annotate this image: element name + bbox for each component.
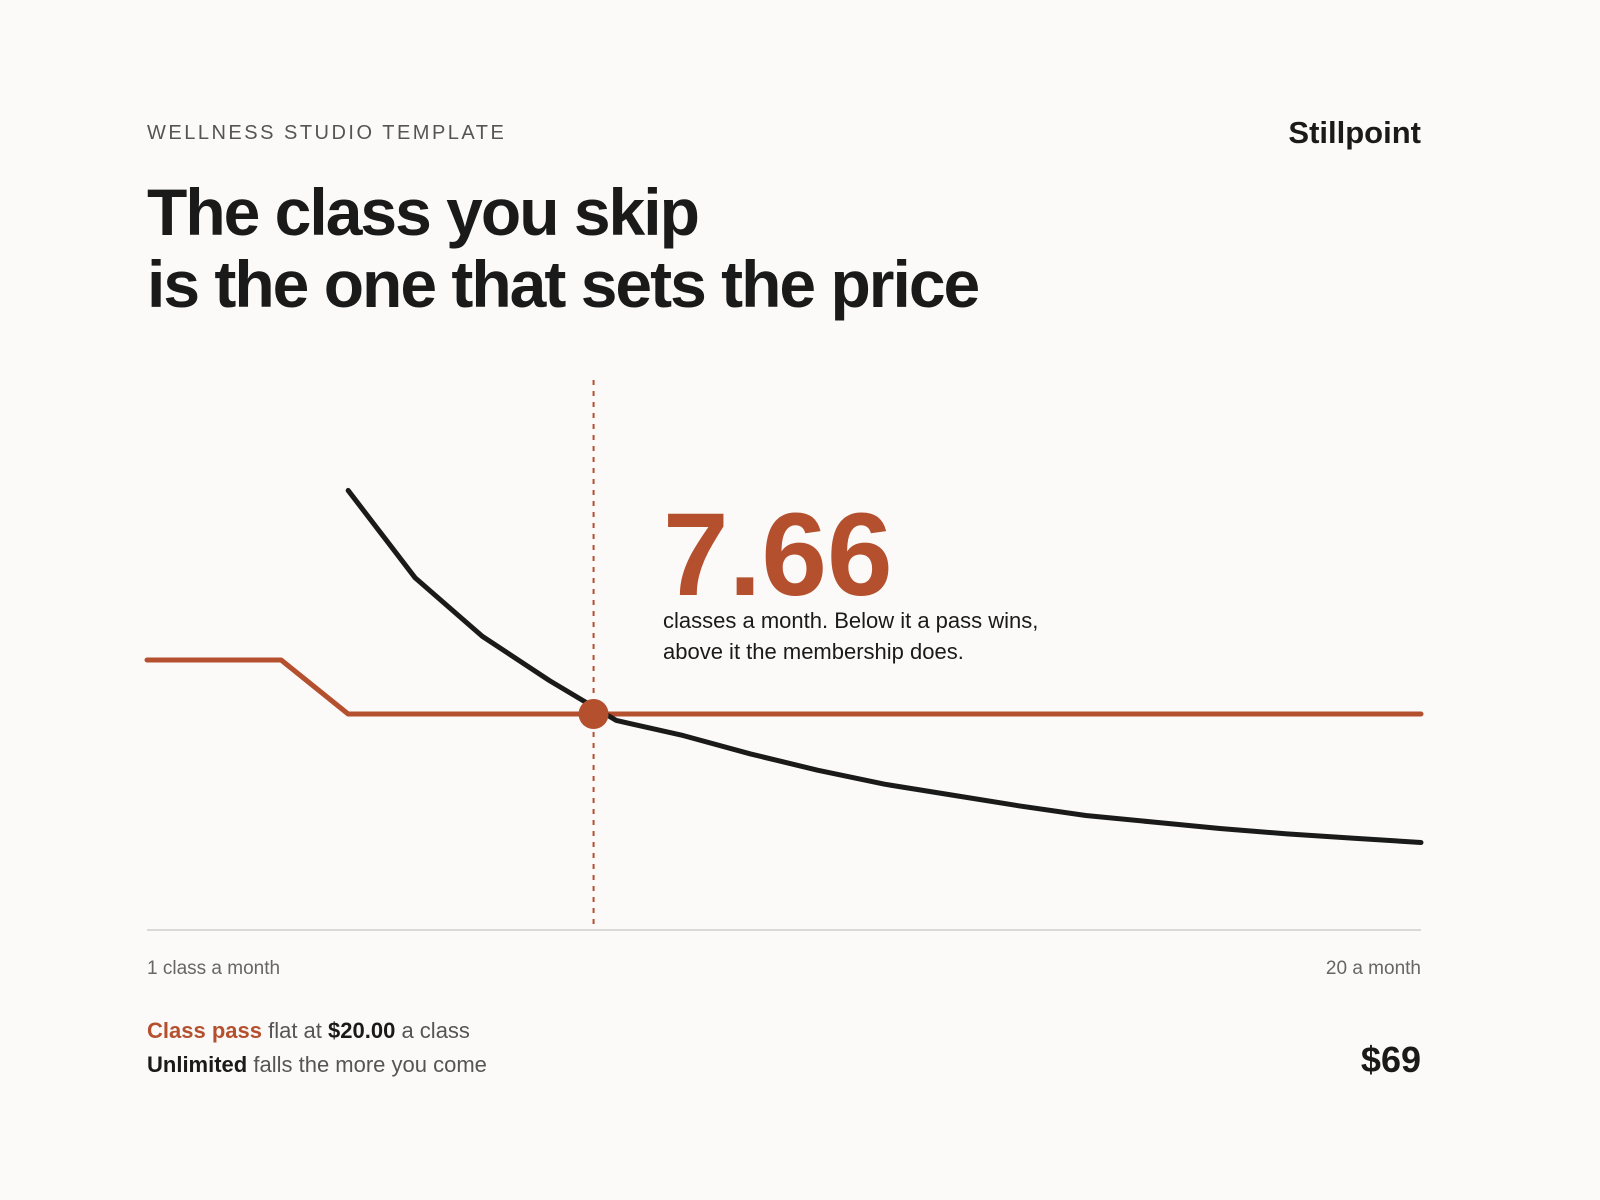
title-line: The class you skip [147, 175, 698, 249]
series-line [345, 487, 1424, 846]
legend-name: Unlimited [147, 1052, 247, 1077]
crossover-dot [578, 699, 609, 729]
legend-note: falls the more you come [253, 1052, 487, 1077]
price: $69 [1361, 1039, 1421, 1080]
eyebrow: WELLNESS STUDIO TEMPLATE [147, 122, 506, 144]
legend-note: a class [401, 1018, 469, 1043]
crossover-note: classes a month. Below it a pass wins, [663, 608, 1038, 633]
crossover-value: 7.66 [663, 489, 893, 621]
legend-line: Class pass flat at $20.00 a class [147, 1018, 470, 1043]
legend-line: Unlimited falls the more you come [147, 1052, 487, 1077]
brand: Stillpoint [1288, 115, 1421, 150]
crossover-note: above it the membership does. [663, 639, 964, 664]
legend-name: Class pass [147, 1018, 262, 1043]
legend-price: $20.00 [328, 1018, 395, 1043]
title-line: is the one that sets the price [147, 247, 979, 321]
series-line [144, 657, 1424, 717]
x-tick-label: 1 class a month [147, 958, 280, 979]
x-tick-label: 20 a month [1326, 958, 1421, 979]
plot: 1 class a month 20 a month [144, 380, 1424, 979]
legend-note: flat at [268, 1018, 322, 1043]
